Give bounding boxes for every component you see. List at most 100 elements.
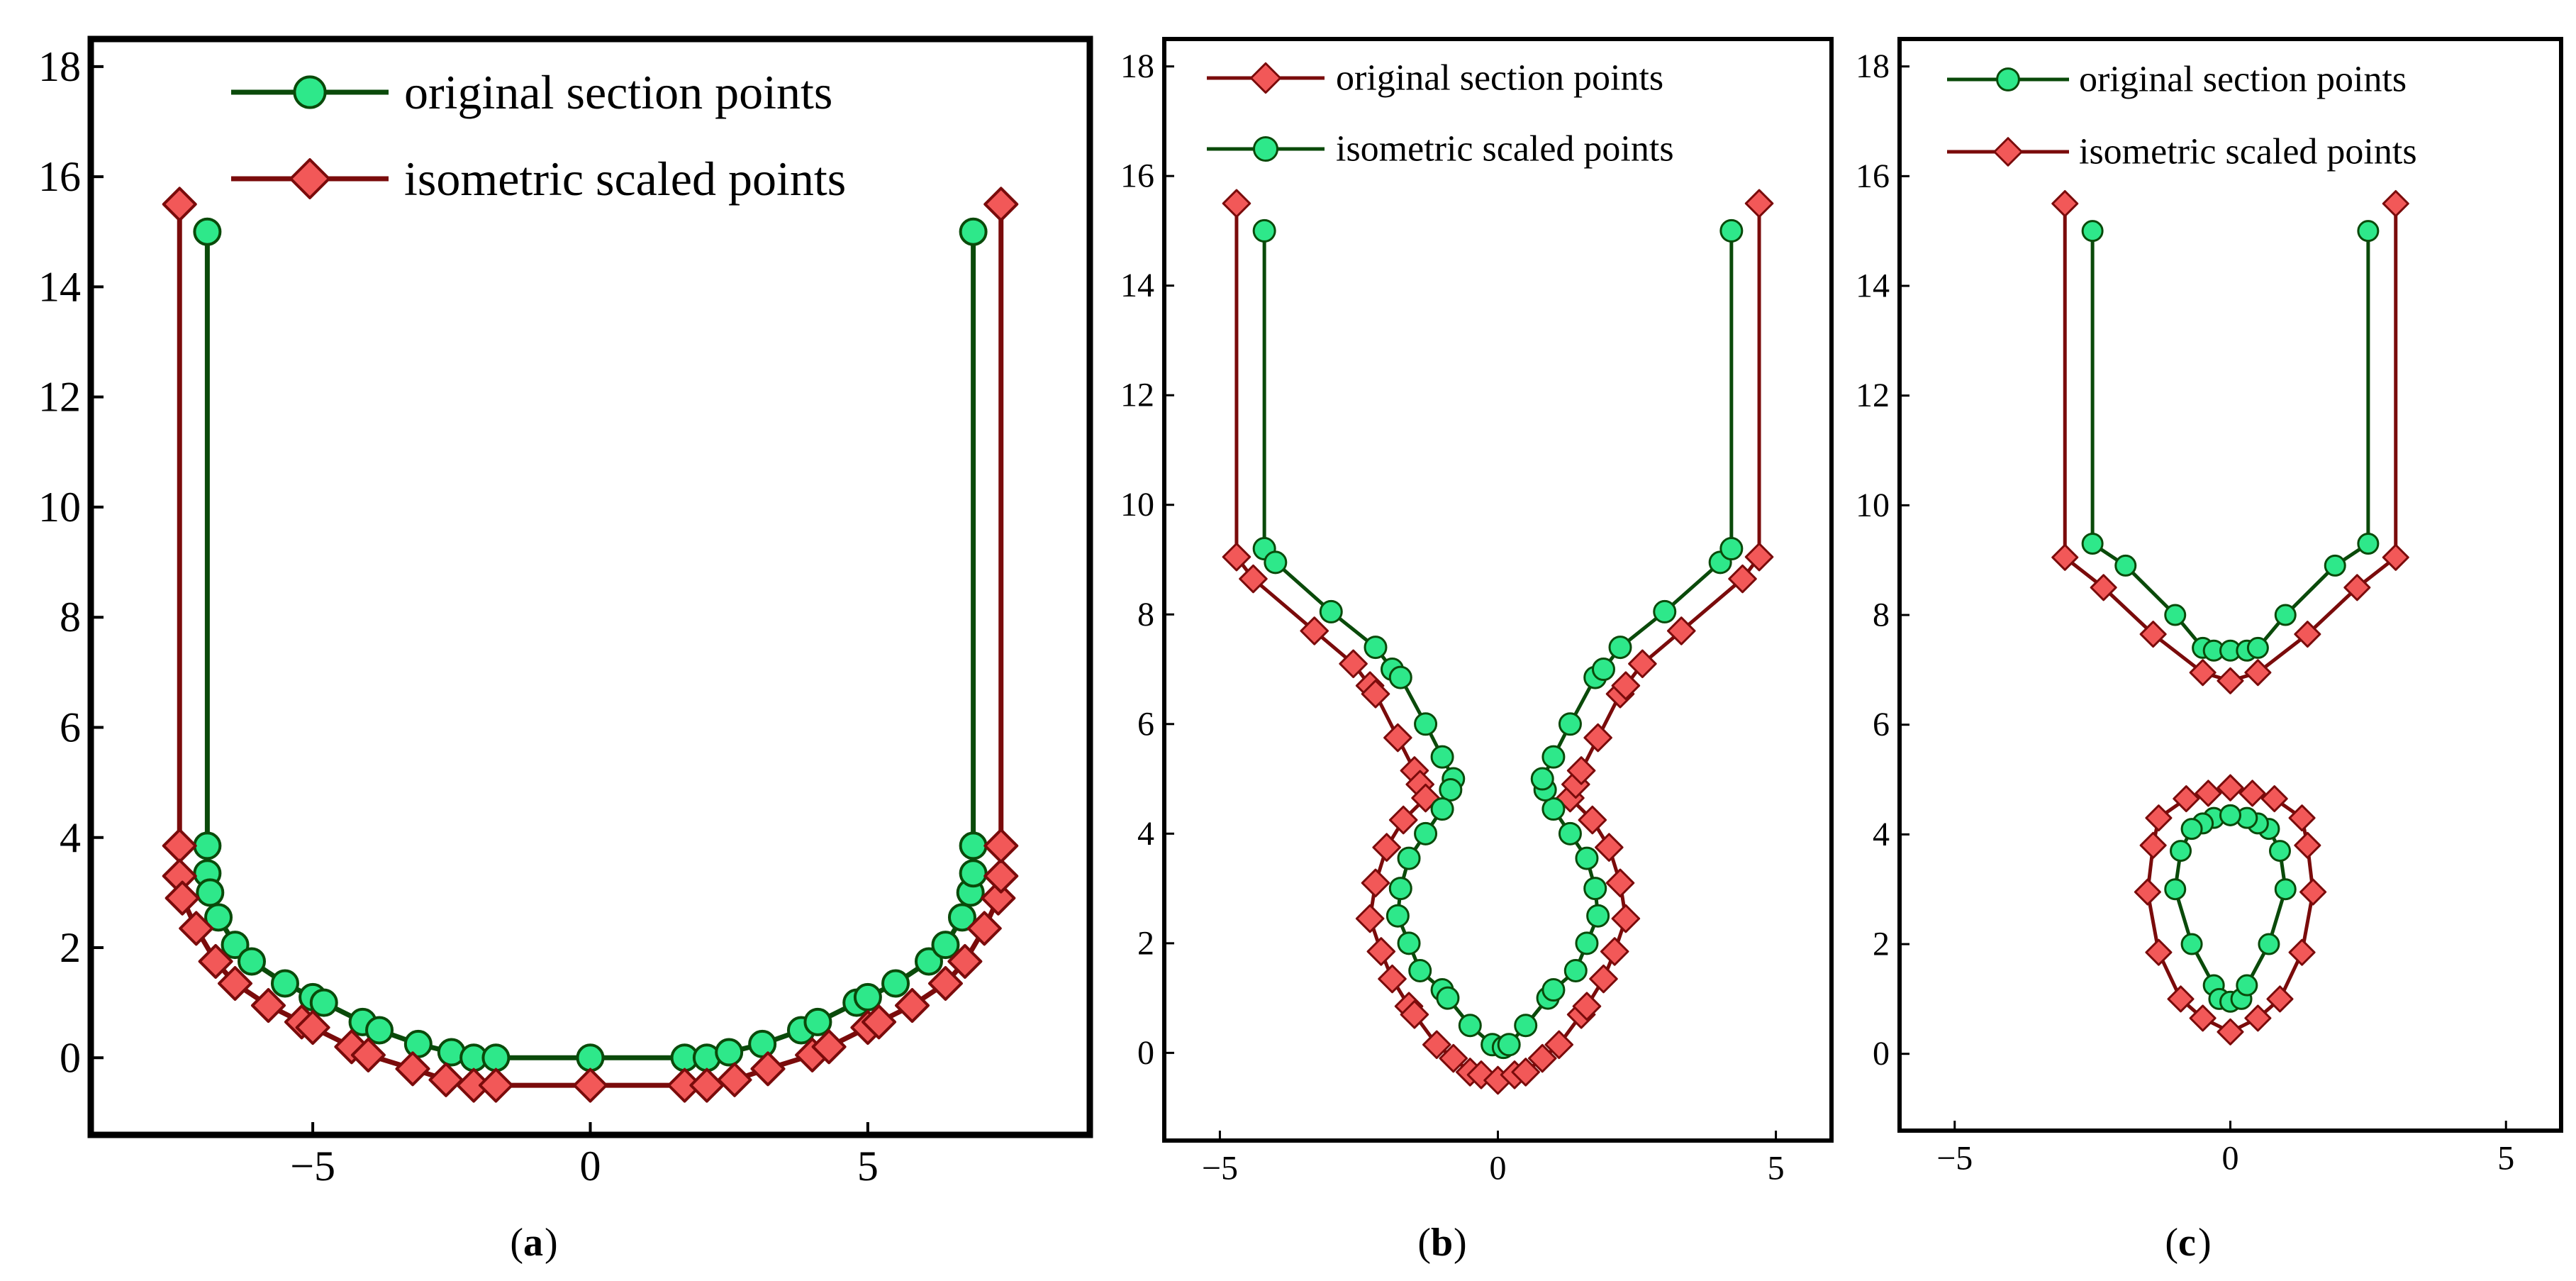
data-point bbox=[2266, 985, 2294, 1013]
data-point bbox=[803, 1007, 832, 1036]
data-point bbox=[748, 1029, 777, 1058]
data-point bbox=[1583, 723, 1612, 753]
data-point bbox=[1667, 616, 1696, 645]
y-tick-label: 18 bbox=[38, 43, 81, 90]
data-point bbox=[2051, 543, 2079, 571]
series-1-diamond bbox=[1222, 189, 1774, 1095]
data-point bbox=[2145, 804, 2173, 832]
data-point bbox=[221, 931, 250, 960]
legend-label: isometric scaled points bbox=[404, 152, 846, 206]
data-point bbox=[1397, 846, 1421, 870]
y-tick-label: 14 bbox=[38, 263, 81, 310]
caption-b-letter: b bbox=[1431, 1221, 1453, 1265]
series-2-diamond bbox=[2051, 190, 2409, 1046]
series-1-circle bbox=[2081, 220, 2380, 1013]
y-tick-label: 16 bbox=[38, 153, 81, 200]
caption-c-letter: c bbox=[2178, 1221, 2196, 1265]
data-point bbox=[218, 965, 253, 1001]
data-point bbox=[350, 1037, 386, 1072]
data-point bbox=[1378, 964, 1407, 994]
data-point bbox=[2217, 774, 2244, 802]
data-point bbox=[2114, 554, 2137, 577]
data-point bbox=[334, 1029, 369, 1065]
data-point bbox=[1300, 616, 1329, 645]
data-point bbox=[1383, 723, 1412, 753]
y-tick-label: 16 bbox=[1856, 157, 1890, 195]
y-tick-label: 0 bbox=[1873, 1035, 1890, 1072]
data-point bbox=[365, 1016, 394, 1045]
data-point bbox=[193, 217, 222, 246]
data-point bbox=[2294, 831, 2321, 859]
y-tick-label: 12 bbox=[38, 374, 81, 421]
data-point bbox=[1511, 1058, 1540, 1087]
data-point bbox=[1458, 1014, 1482, 1038]
data-point bbox=[1422, 1030, 1451, 1060]
data-point bbox=[931, 931, 960, 960]
data-point bbox=[573, 1068, 608, 1103]
caption-c-open: ( bbox=[2165, 1221, 2178, 1265]
data-point bbox=[1728, 564, 1757, 594]
data-point bbox=[2246, 636, 2269, 659]
y-tick-label: 4 bbox=[60, 814, 81, 861]
data-point bbox=[2274, 878, 2297, 901]
y-tick-label: 18 bbox=[1856, 48, 1890, 85]
legend-marker bbox=[1249, 62, 1282, 94]
data-point bbox=[1600, 937, 1629, 966]
data-point bbox=[1586, 904, 1610, 928]
data-point bbox=[1397, 931, 1421, 955]
data-point bbox=[1628, 649, 1657, 679]
caption-a-close: ) bbox=[545, 1221, 558, 1265]
data-point bbox=[862, 1004, 897, 1040]
y-tick-label: 4 bbox=[1873, 816, 1890, 853]
data-point bbox=[309, 988, 338, 1017]
data-point bbox=[981, 880, 1016, 916]
data-point bbox=[2357, 532, 2380, 555]
data-point bbox=[947, 903, 976, 932]
y-tick-label: 8 bbox=[1873, 597, 1890, 634]
data-point bbox=[1222, 189, 1251, 218]
legend: original section points isometric scaled … bbox=[1947, 60, 2417, 172]
data-point bbox=[853, 982, 882, 1011]
y-tick-label: 0 bbox=[1137, 1034, 1154, 1072]
data-point bbox=[1558, 821, 1582, 845]
data-point bbox=[2288, 938, 2316, 966]
data-point bbox=[1388, 665, 1412, 689]
data-point bbox=[1385, 904, 1410, 928]
y-tick-label: 2 bbox=[1137, 924, 1154, 962]
data-point bbox=[270, 969, 299, 998]
data-point bbox=[715, 1038, 744, 1067]
data-point bbox=[2090, 574, 2117, 601]
data-point bbox=[2288, 804, 2316, 832]
data-point bbox=[2236, 974, 2258, 997]
legend-marker bbox=[1996, 67, 2020, 92]
data-point bbox=[1439, 778, 1463, 802]
data-point bbox=[966, 911, 1002, 946]
data-point bbox=[1611, 904, 1641, 933]
data-point bbox=[2268, 840, 2291, 863]
series-line bbox=[1262, 231, 1734, 1050]
data-point bbox=[1591, 658, 1615, 682]
legend-label: isometric scaled points bbox=[1336, 129, 1674, 170]
data-point bbox=[750, 1051, 786, 1087]
data-point bbox=[1611, 671, 1641, 700]
data-point bbox=[895, 988, 930, 1024]
y-tick-label: 2 bbox=[60, 924, 81, 971]
data-point bbox=[238, 947, 267, 976]
data-point bbox=[2180, 818, 2203, 841]
x-tick-label: 5 bbox=[1768, 1149, 1785, 1187]
data-point bbox=[1319, 599, 1343, 623]
y-tick-label: 2 bbox=[1873, 926, 1890, 963]
data-point bbox=[2195, 780, 2222, 807]
data-point bbox=[1414, 821, 1438, 845]
x-tick-label: 5 bbox=[2497, 1139, 2514, 1177]
data-point bbox=[2189, 659, 2217, 687]
data-point bbox=[250, 988, 286, 1024]
data-point bbox=[983, 187, 1019, 222]
data-point bbox=[1264, 550, 1288, 575]
series-line bbox=[2063, 204, 2398, 683]
series-line bbox=[2173, 813, 2287, 1004]
data-point bbox=[1589, 964, 1618, 994]
data-point bbox=[1530, 767, 1554, 791]
series-line bbox=[177, 204, 1004, 1088]
legend-marker bbox=[289, 158, 330, 199]
